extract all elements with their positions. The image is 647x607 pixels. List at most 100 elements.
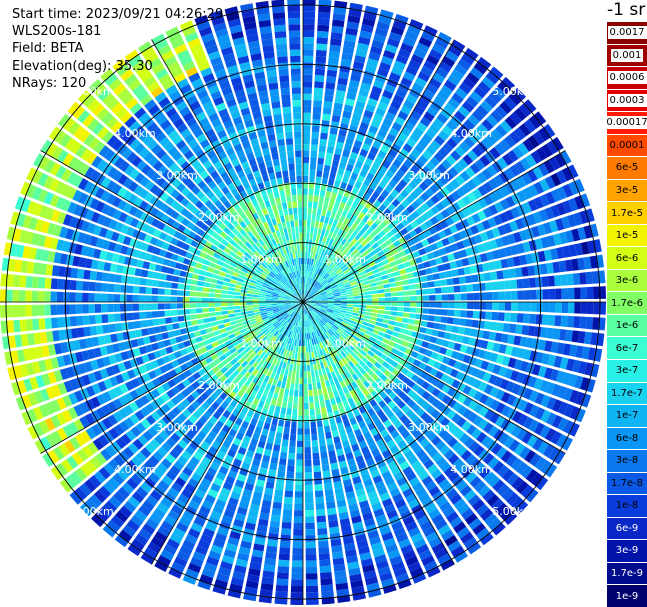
range-gate-cell [413,105,425,116]
range-gate-cell [432,273,440,280]
range-gate-cell [31,290,39,302]
range-gate-cell [447,540,462,552]
range-gate-cell [359,257,367,264]
range-gate-cell [485,133,498,146]
range-gate-cell [563,387,574,402]
range-gate-cell [328,279,335,285]
range-gate-cell [409,476,420,487]
range-gate-cell [428,537,442,549]
range-gate-cell [477,210,487,221]
range-gate-cell [320,451,328,459]
range-gate-cell [404,434,415,444]
range-gate-cell [271,302,278,304]
range-gate-cell [107,313,115,323]
range-gate-cell [246,307,254,311]
range-gate-cell [467,191,477,203]
range-gate-cell [316,170,323,178]
range-gate-cell [540,236,550,249]
range-gate-cell [297,358,301,366]
range-gate-cell [334,147,343,156]
range-gate-cell [410,302,417,307]
range-gate-cell [361,250,369,257]
range-gate-cell [514,161,526,174]
range-gate-cell [461,420,472,432]
range-gate-cell [325,495,335,503]
range-gate-cell [348,276,355,281]
range-gate-cell [469,162,481,175]
range-gate-cell [459,170,471,182]
range-gate-cell [288,452,296,460]
range-gate-cell [381,470,392,480]
range-gate-cell [113,294,121,302]
range-gate-cell [494,143,506,156]
range-gate-cell [523,290,531,300]
range-gate-cell [383,395,392,405]
range-gate-cell [312,112,321,120]
range-gate-cell [309,326,313,333]
range-gate-cell [355,264,363,270]
range-gate-cell [310,150,318,158]
range-gate-cell [132,294,140,302]
range-gate-cell [473,86,487,99]
range-gate-cell [477,56,492,70]
range-gate-cell [461,257,470,267]
range-gate-cell [266,436,275,445]
range-gate-cell [338,428,346,436]
range-gate-cell [391,405,401,414]
range-gate-cell [495,502,509,516]
range-gate-cell [309,299,316,301]
range-gate-cell [415,42,430,54]
range-gate-cell [515,218,525,230]
range-gate-cell [334,300,341,302]
range-gate-cell [520,465,533,479]
range-gate-cell [328,344,334,351]
range-gate-cell [434,135,445,146]
range-gate-cell [344,355,351,363]
range-gate-cell [277,393,284,401]
range-gate-cell [321,177,328,185]
range-gate-cell [306,283,310,291]
range-gate-cell [246,290,254,295]
range-gate-cell [334,369,341,377]
range-gate-cell [440,198,451,208]
range-gate-cell [335,582,349,591]
range-gate-cell [312,289,318,294]
range-gate-cell [215,315,223,321]
range-gate-cell [303,396,309,403]
range-gate-cell [371,290,379,295]
range-gate-cell [321,597,335,605]
range-gate-cell [315,283,321,289]
range-gate-cell [369,204,378,213]
range-gate-cell [364,343,372,350]
range-gate-cell [127,276,135,285]
range-gate-cell [482,262,490,272]
range-gate-cell [310,370,315,378]
range-gate-cell [571,228,581,242]
range-gate-cell [394,231,403,240]
range-gate-cell [549,220,559,233]
range-gate-cell [191,273,200,280]
range-gate-cell [318,540,329,548]
range-gate-cell [425,198,435,208]
range-gate-cell [284,356,289,363]
range-gate-cell [139,286,146,294]
range-gate-cell [435,190,445,201]
range-gate-cell [374,155,384,165]
range-gate-cell [331,430,339,438]
range-gate-cell [451,39,466,52]
range-gate-cell [333,376,339,385]
range-gate-cell [420,202,430,212]
range-gate-cell [325,313,332,318]
range-gate-cell [364,287,372,292]
range-gate-cell [377,346,385,353]
range-gate-cell [492,479,505,492]
range-gate-cell [456,526,470,539]
range-gate-cell [303,150,310,157]
range-gate-cell [462,238,471,248]
range-gate-cell [344,484,354,493]
range-gate-cell [193,268,201,275]
range-gate-cell [455,480,468,492]
range-gate-cell [498,302,505,311]
range-gate-cell [316,234,321,241]
range-gate-cell [411,403,421,413]
